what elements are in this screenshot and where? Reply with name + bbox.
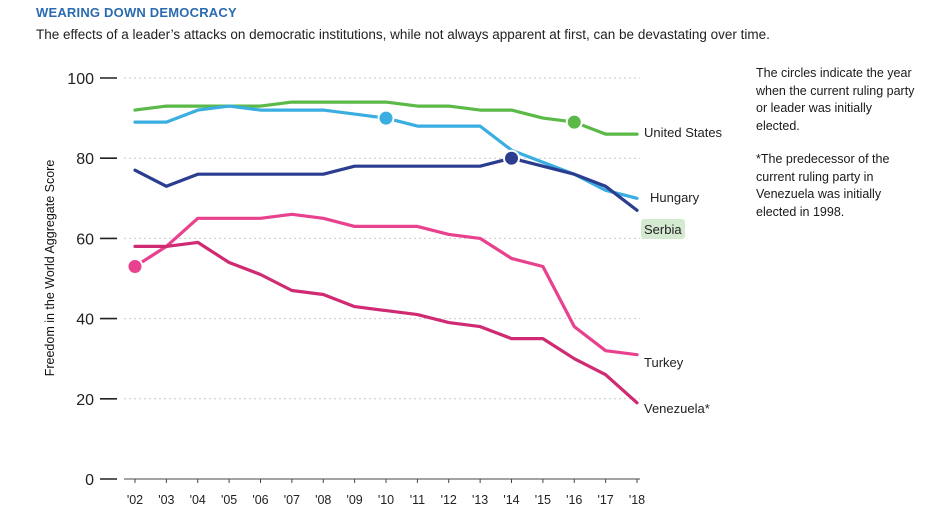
x-tick-label: '09 (346, 493, 362, 507)
x-tick-label: '02 (127, 493, 143, 507)
y-tick-label: 20 (76, 392, 94, 409)
series-line-venezuela (133, 240, 639, 405)
x-tick-label: '17 (597, 493, 613, 507)
y-tick-label: 40 (76, 312, 94, 329)
x-tick-label: '14 (503, 493, 519, 507)
chart-subtitle: The effects of a leader’s attacks on dem… (36, 27, 770, 42)
x-tick-label: '16 (566, 493, 582, 507)
series-label-serbia: Serbia (644, 222, 682, 237)
chart-title: WEARING DOWN DEMOCRACY (36, 5, 237, 20)
y-tick-label: 60 (76, 231, 94, 248)
y-axis: 0 20 40 60 80 100 (67, 71, 117, 489)
note-venezuela: *The predecessor of the current ruling p… (756, 152, 890, 219)
x-tick-label: '05 (221, 493, 237, 507)
y-tick-label: 80 (76, 151, 94, 168)
x-tick-label: '03 (158, 493, 174, 507)
x-tick-label: '15 (535, 493, 551, 507)
note-circles: The circles indicate the year when the c… (756, 66, 915, 133)
election-marker-hungary (377, 109, 395, 127)
y-tick-label: 100 (67, 71, 94, 88)
x-tick-label: '12 (441, 493, 457, 507)
series-label-hungary: Hungary (650, 190, 700, 205)
x-tick-label: '13 (472, 493, 488, 507)
x-tick-label: '11 (410, 493, 425, 507)
series-label-united-states: United States (644, 125, 723, 140)
series-label-bg-serbia (641, 219, 685, 239)
x-axis: '02 '03 '04 '05 '06 '07 '08 '09 '10 '11 '12 '13 '14 '… (127, 479, 645, 507)
y-axis-label: Freedom in the World Aggregate Score (43, 160, 57, 377)
x-tick-label: '08 (315, 493, 331, 507)
election-marker-serbia (503, 149, 520, 167)
election-markers (126, 109, 583, 275)
election-marker-united-states (565, 113, 583, 131)
x-tick-label: '07 (284, 493, 300, 507)
series-line-serbia (133, 156, 639, 212)
series-label-venezuela: Venezuela* (644, 401, 710, 416)
x-tick-label: '18 (629, 493, 645, 507)
gridlines (124, 77, 640, 480)
series-label-turkey: Turkey (644, 355, 684, 370)
series-labels: United States Hungary Serbia Turkey Venezuel… (641, 125, 723, 416)
x-tick-label: '06 (252, 493, 268, 507)
series-line-turkey (133, 212, 639, 357)
series-lines (133, 100, 639, 405)
x-tick-label: '10 (378, 493, 394, 507)
y-tick-label: 0 (85, 472, 94, 489)
x-tick-label: '04 (190, 493, 206, 507)
election-marker-turkey (126, 257, 144, 275)
